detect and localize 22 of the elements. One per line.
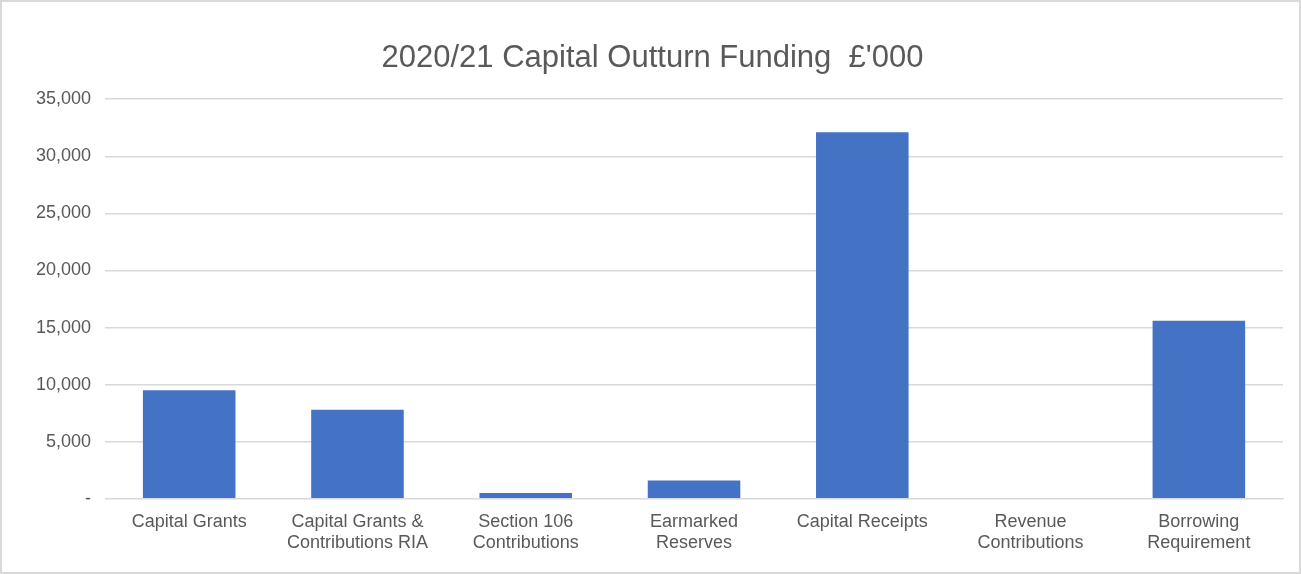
bar	[311, 409, 404, 499]
x-tick-label: Borrowing Requirement	[1147, 510, 1251, 553]
y-tick-label: 5,000	[46, 430, 92, 451]
x-tick-label: Capital Receipts	[796, 510, 928, 531]
y-tick-label: 15,000	[35, 316, 92, 337]
bar	[816, 132, 909, 499]
y-tick-label: 20,000	[35, 259, 92, 280]
x-tick-label: Revenue Contributions	[977, 510, 1084, 553]
bar	[647, 480, 741, 499]
x-tick-label: Earmarked Reserves	[650, 510, 739, 553]
y-tick-label: 10,000	[35, 373, 92, 394]
y-tick-label: 25,000	[35, 202, 92, 223]
x-tick-label: Section 106 Contributions	[472, 510, 579, 553]
bar	[142, 390, 236, 499]
x-tick-label: Capital Grants	[131, 510, 247, 531]
x-tick-label: Capital Grants & Contributions RIA	[286, 510, 429, 553]
bar	[1152, 320, 1246, 499]
y-tick-label: 35,000	[35, 88, 92, 109]
bar	[479, 493, 573, 499]
y-tick-label: 30,000	[35, 145, 92, 166]
chart-title: 2020/21 Capital Outturn Funding £'000	[381, 39, 924, 75]
y-tick-label: -	[85, 487, 92, 508]
